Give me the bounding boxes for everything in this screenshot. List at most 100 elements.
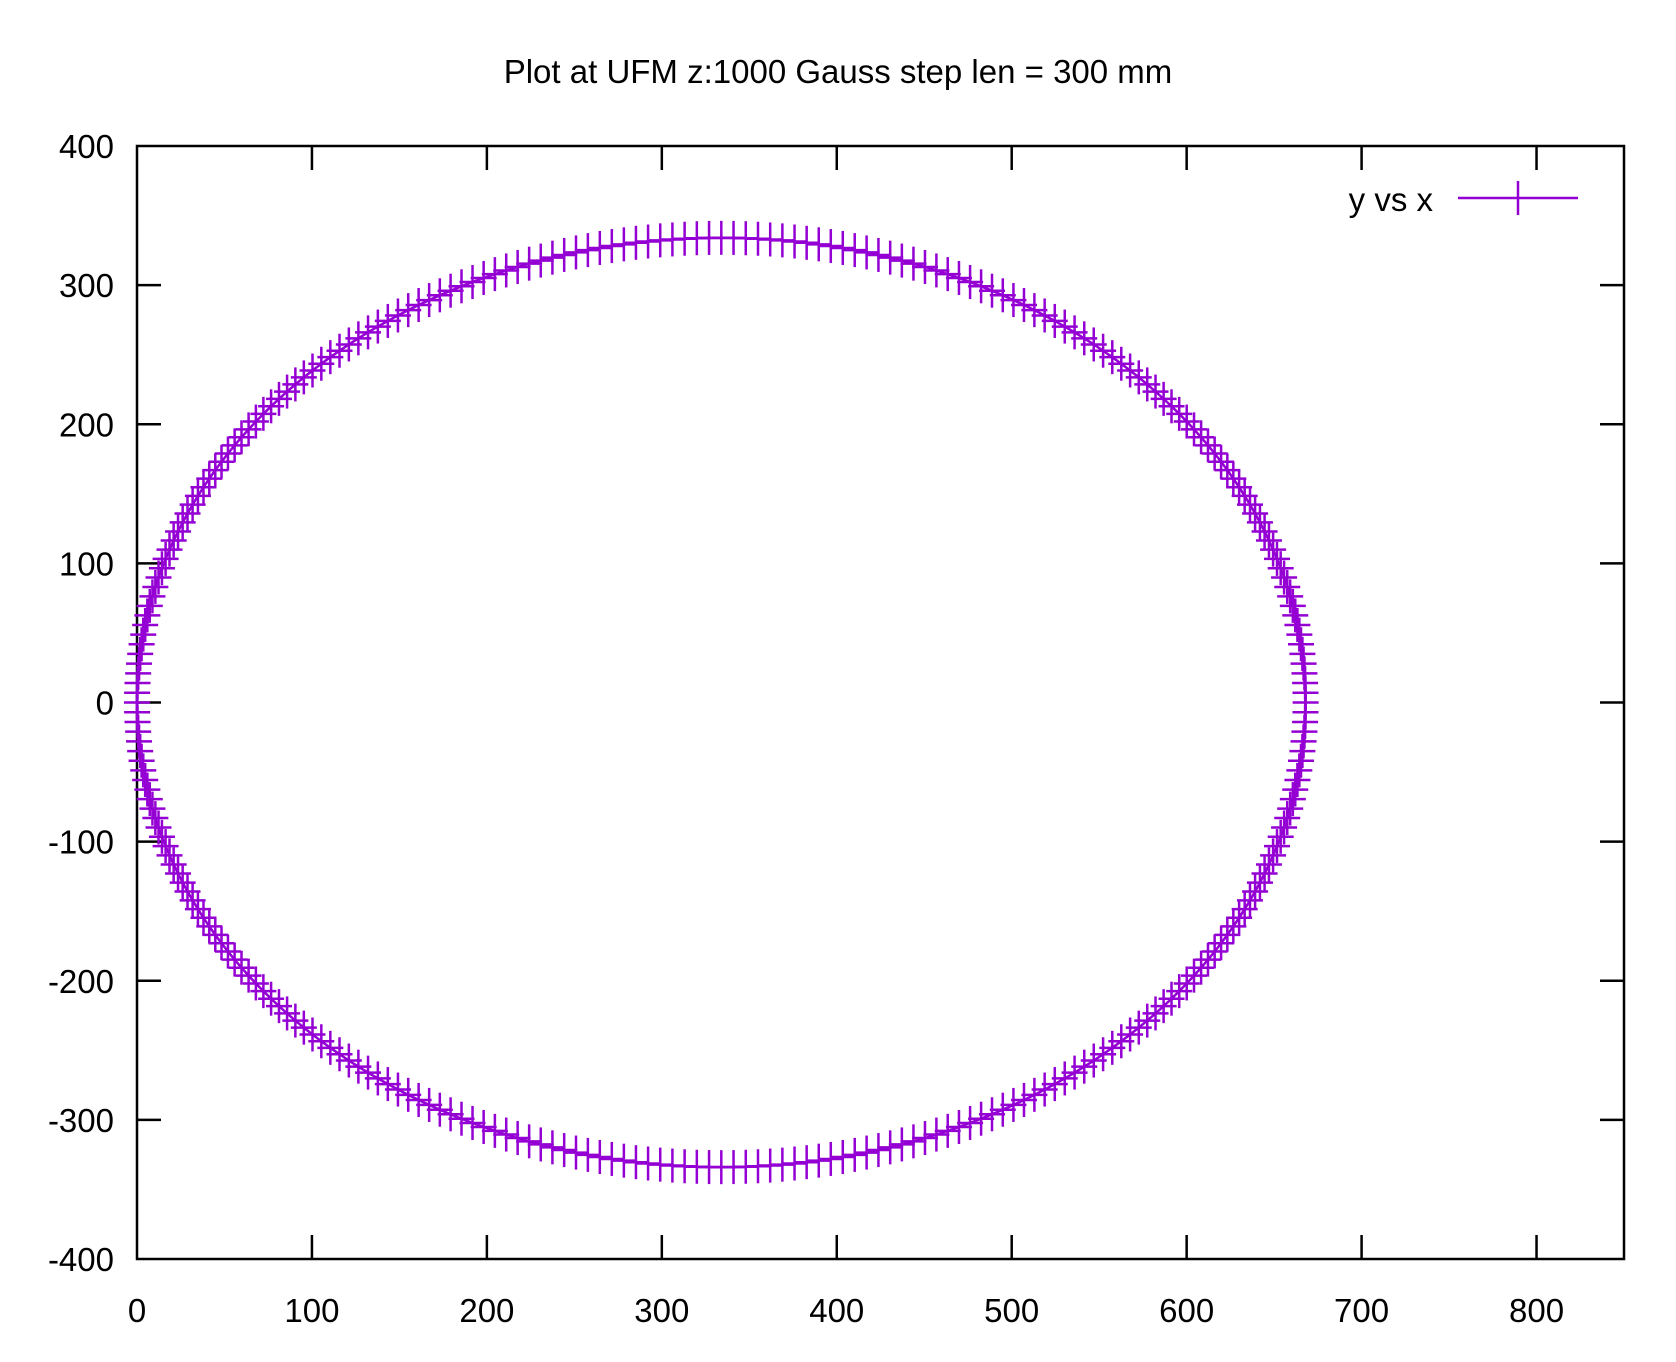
data-point [923,1117,950,1152]
data-point [1251,856,1278,891]
data-point [841,233,868,268]
data-point [1226,900,1253,935]
data-point [148,551,175,586]
y-tick-label: 100 [59,545,114,582]
data-point [156,838,183,873]
data-point [781,224,808,259]
data-point [1246,865,1273,900]
data-point [989,278,1016,313]
data-point [1267,819,1294,854]
y-tick-label: 0 [96,685,114,722]
data-point [1264,829,1291,864]
data-point [384,1072,411,1107]
data-point [221,942,248,977]
data-point [481,257,508,292]
data-point [1214,453,1241,488]
data-point [979,273,1006,308]
data-point [1260,838,1287,873]
data-point [1289,734,1316,769]
data-point [202,453,229,488]
data-point [1220,909,1247,944]
data-point [174,874,201,909]
chart-title: Plot at UFM z:1000 Gauss step len = 300 … [504,53,1173,90]
data-point [459,265,486,300]
data-point [1251,514,1278,549]
data-point [202,917,229,952]
data-point [470,260,497,295]
data-point [208,926,235,961]
data-point [574,1137,601,1172]
data-point [934,257,961,292]
data-point [190,470,217,505]
data-point [1021,293,1048,328]
data-point [395,293,422,328]
data-point [405,288,432,323]
data-point [165,856,192,891]
data-point [1031,1072,1058,1107]
y-tick-label: -300 [48,1102,114,1139]
data-point [250,396,277,431]
y-tick-label: 400 [59,128,114,165]
data-point [160,523,187,558]
data-point [128,627,155,662]
data-point [829,1140,856,1175]
data-point [923,253,950,288]
data-point [136,782,163,817]
data-point [145,560,172,595]
data-point [196,909,223,944]
data-point [1282,598,1309,633]
data-point [911,249,938,284]
data-point [1188,420,1215,455]
x-tick-label: 400 [809,1292,864,1329]
data-point [1201,436,1228,471]
data-point [865,237,892,272]
data-point [1255,847,1282,882]
data-point [448,269,475,304]
data-point [1208,926,1235,961]
data-point [1277,791,1304,826]
data-point [179,883,206,918]
data-point [829,230,856,265]
data-point [190,900,217,935]
data-point [1271,560,1298,595]
data-point [900,1124,927,1159]
data-point [1286,753,1313,788]
data-point [1041,1067,1068,1102]
data-point [426,1092,453,1127]
data-point [1279,782,1306,817]
data-point [1267,551,1294,586]
data-point [426,278,453,313]
data-point [1021,1077,1048,1112]
data-point [1000,283,1027,318]
data-point [174,496,201,531]
data-point [945,260,972,295]
data-point [527,243,554,278]
data-point [152,541,179,576]
data-point [493,253,520,288]
data-point [1220,461,1247,496]
data-point [1010,288,1037,323]
x-tick-label: 300 [634,1292,689,1329]
data-point [586,1140,613,1175]
data-point [221,428,248,463]
data-point [1226,470,1253,505]
data-point [516,1124,543,1159]
data-point [437,1097,464,1132]
data-point [1181,412,1208,447]
data-point [516,246,543,281]
data-point [865,1133,892,1168]
data-point [184,892,211,927]
data-point [504,1121,531,1156]
data-point [136,588,163,623]
data-point [169,865,196,900]
legend-label: y vs x [1349,181,1434,218]
data-point [165,514,192,549]
data-point [622,225,649,260]
data-point [184,478,211,513]
data-point [1274,801,1301,836]
data-point [957,265,984,300]
data-point [598,1141,625,1176]
data-point [1274,569,1301,604]
data-point [156,532,183,567]
